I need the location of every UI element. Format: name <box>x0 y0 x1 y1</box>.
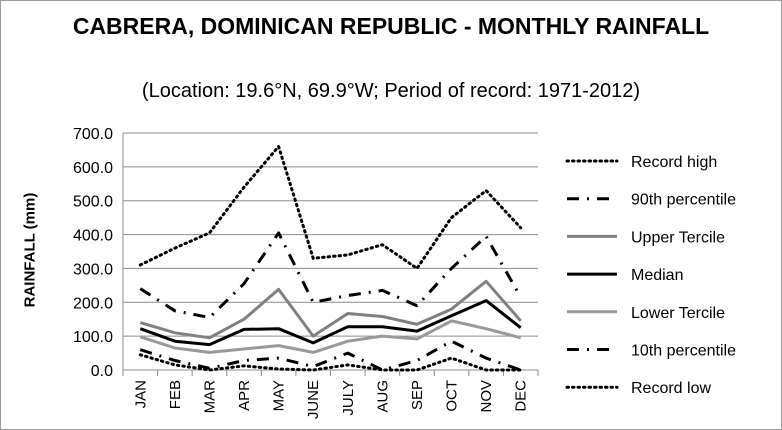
x-tick-label: AUG <box>374 380 391 413</box>
x-tick-label: APR <box>236 380 253 411</box>
series-line-upper-tercile <box>139 279 522 340</box>
y-tick-labels: 0.0 100.0 200.0 300.0 400.0 500.0 600.0 700.0 <box>73 126 113 380</box>
x-tick-label: MAR <box>201 380 218 414</box>
y-tick-label: 400.0 <box>73 228 113 245</box>
y-tick-label: 500.0 <box>73 194 113 211</box>
x-tick-label: JULY <box>340 380 357 416</box>
series-line-record-low <box>138 353 523 372</box>
x-tick-label: FEB <box>167 380 184 409</box>
series-line-median <box>139 299 522 347</box>
axes <box>122 133 539 376</box>
x-tick-labels: JAN FEB MAR APR MAY JUNE JULY AUG SEP OCT NOV DEC <box>132 380 529 419</box>
y-tick-label: 300.0 <box>73 261 113 278</box>
legend-label-record-high: Record high <box>631 154 717 171</box>
chart-subtitle: (Location: 19.6°N, 69.9°W; Period of rec… <box>141 80 641 102</box>
y-tick-label: 200.0 <box>73 295 113 312</box>
legend-label-lower-tercile: Lower Tercile <box>631 305 725 322</box>
y-tick-label: 100.0 <box>73 329 113 346</box>
legend-label-10th-percentile: 10th percentile <box>631 343 736 360</box>
series-line-90th-percentile <box>139 231 523 319</box>
series-line-lower-tercile <box>139 319 522 354</box>
x-tick-label: NOV <box>478 380 495 413</box>
x-tick-label: OCT <box>444 380 461 412</box>
x-tick-label: JUNE <box>305 380 322 419</box>
legend-label-90th-percentile: 90th percentile <box>631 192 736 209</box>
x-tick-label: SEP <box>409 380 426 410</box>
chart-title: CABRERA, DOMINICAN REPUBLIC - MONTHLY RA… <box>72 13 710 39</box>
x-tick-label: JAN <box>132 380 149 408</box>
legend-label-upper-tercile: Upper Tercile <box>631 229 725 246</box>
series-line-record-high <box>138 145 523 270</box>
legend: Record high 90th percentile Upper Tercile M… <box>565 154 736 397</box>
y-tick-label: 0.0 <box>91 363 113 380</box>
series-lines <box>138 145 523 372</box>
series-line-10th-percentile <box>139 339 522 372</box>
x-tick-label: DEC <box>513 380 530 412</box>
x-tick-label: MAY <box>271 380 288 411</box>
legend-label-record-low: Record low <box>631 380 711 397</box>
y-tick-label: 600.0 <box>73 160 113 177</box>
legend-label-median: Median <box>631 267 683 284</box>
y-tick-label: 700.0 <box>73 126 113 143</box>
